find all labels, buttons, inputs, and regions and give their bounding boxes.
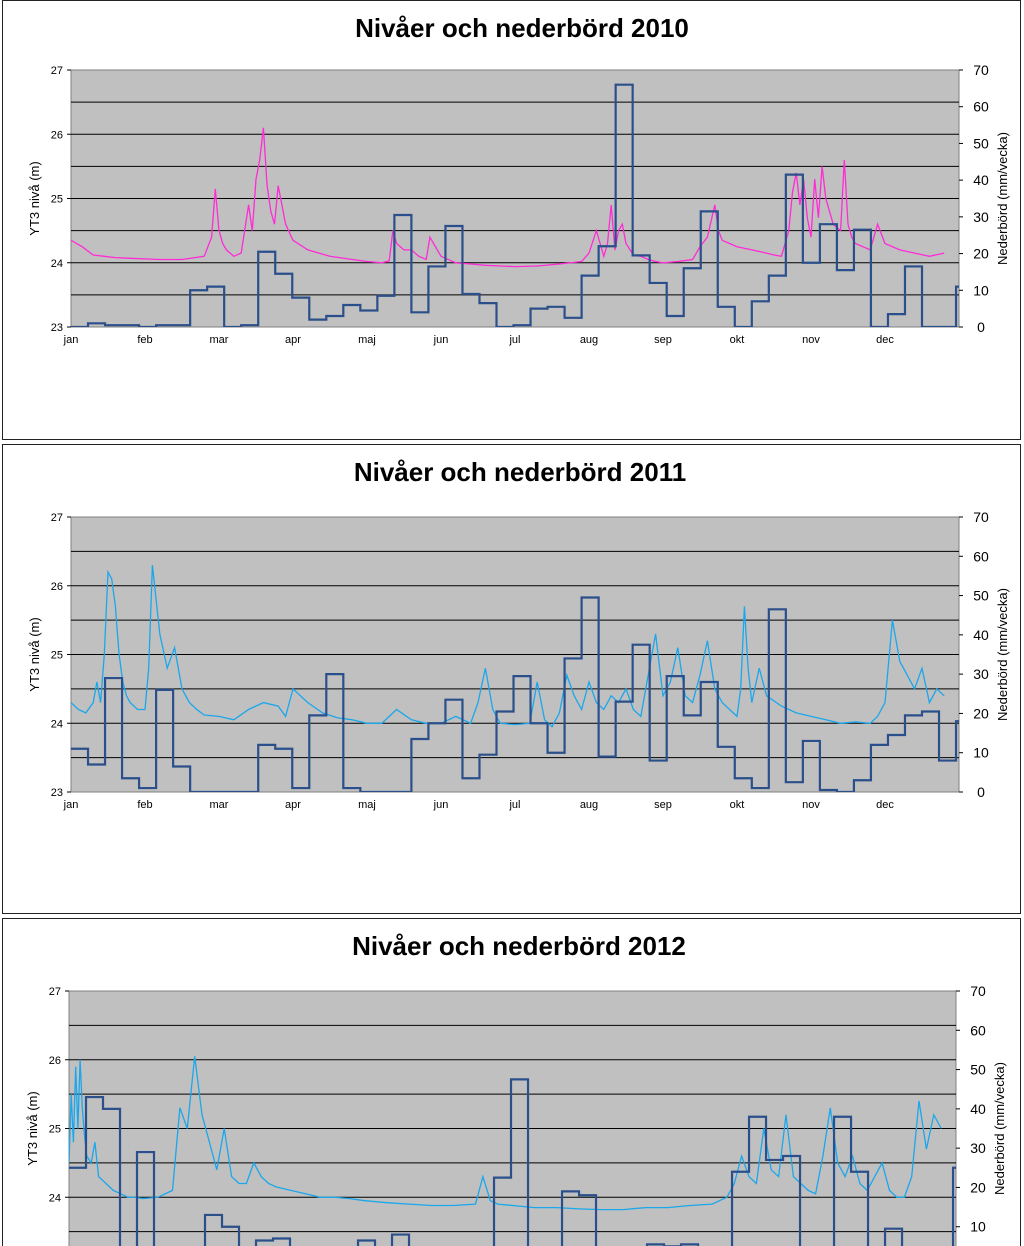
y2-tick-label: 70 xyxy=(970,983,986,999)
y2-tick-label: 60 xyxy=(970,1022,986,1038)
month-label: apr xyxy=(285,799,301,811)
plot-area xyxy=(68,990,957,1246)
y2-tick-label: 40 xyxy=(973,627,989,643)
month-label: mar xyxy=(210,334,229,346)
y2-tick-label: 0 xyxy=(977,784,985,800)
month-label: dec xyxy=(876,334,894,346)
month-label: dec xyxy=(876,799,894,811)
y2-axis-label: Nederbörd (mm/vecka) xyxy=(995,132,1010,265)
y2-tick-label: 10 xyxy=(973,282,989,298)
y-tick-label: 24 xyxy=(51,258,63,270)
chart-title: Nivåer och nederbörd 2010 xyxy=(355,13,689,43)
y2-tick-label: 20 xyxy=(973,705,989,721)
level-series xyxy=(71,127,945,268)
y-tick-label: 25 xyxy=(51,194,63,206)
y-tick-label: 26 xyxy=(51,129,63,141)
y-tick-label: 23 xyxy=(51,322,63,334)
y2-tick-label: 40 xyxy=(973,172,989,188)
y2-axis-label: Nederbörd (mm/vecka) xyxy=(995,588,1010,721)
month-label: feb xyxy=(137,799,152,811)
y2-tick-label: 20 xyxy=(973,246,989,262)
y-tick-label: 23 xyxy=(51,787,63,799)
y2-tick-label: 10 xyxy=(973,745,989,761)
y2-tick-label: 70 xyxy=(973,509,989,525)
y-tick-label: 27 xyxy=(51,65,63,77)
y-tick-label: 26 xyxy=(49,1055,61,1067)
month-label: maj xyxy=(358,799,376,811)
y-tick-label: 26 xyxy=(51,581,63,593)
month-label: jun xyxy=(433,799,449,811)
y-axis-label: YT3 nivå (m) xyxy=(27,161,42,235)
month-label: nov xyxy=(802,334,820,346)
chart-title: Nivåer och nederbörd 2011 xyxy=(354,457,686,487)
month-label: nov xyxy=(802,799,820,811)
y2-tick-label: 30 xyxy=(970,1140,986,1156)
month-label: jul xyxy=(508,334,520,346)
y-tick-label: 25 xyxy=(51,650,63,662)
month-label: jun xyxy=(433,334,449,346)
y-axis-label: YT3 nivå (m) xyxy=(27,617,42,691)
y2-tick-label: 50 xyxy=(973,588,989,604)
y2-axis-label: Nederbörd (mm/vecka) xyxy=(992,1062,1007,1195)
chart-panel-2010: Nivåer och nederbörd 2010 23 24 25 26 27 0 10 20… xyxy=(2,0,1021,440)
month-label: sep xyxy=(654,334,672,346)
y2-tick-label: 30 xyxy=(973,666,989,682)
chart-2010: Nivåer och nederbörd 2010 23 24 25 26 27 0 10 20… xyxy=(27,13,1010,346)
y-tick-label: 24 xyxy=(49,1192,61,1204)
chart-panel-2011: Nivåer och nederbörd 2011 23 24 25 26 27 0 10 20… xyxy=(2,444,1021,914)
month-label: jan xyxy=(63,799,79,811)
y2-tick-label: 40 xyxy=(970,1101,986,1117)
month-label: feb xyxy=(137,334,152,346)
month-label: jan xyxy=(63,334,79,346)
month-label: maj xyxy=(358,334,376,346)
y2-tick-label: 20 xyxy=(970,1179,986,1195)
y-tick-label: 27 xyxy=(51,512,63,524)
month-label: okt xyxy=(730,799,745,811)
y2-tick-label: 50 xyxy=(970,1062,986,1078)
precipitation-series xyxy=(71,596,959,792)
y-axis-label: YT3 nivå (m) xyxy=(25,1091,40,1165)
chart-title: Nivåer och nederbörd 2012 xyxy=(352,931,686,961)
month-label: aug xyxy=(580,799,598,811)
precipitation-series xyxy=(71,83,959,327)
month-label: sep xyxy=(654,799,672,811)
y2-tick-label: 10 xyxy=(970,1219,986,1235)
precipitation-series xyxy=(69,1078,956,1246)
y2-tick-label: 0 xyxy=(977,319,985,335)
month-label: mar xyxy=(210,799,229,811)
chart-2012: Nivåer och nederbörd 2012 24 25 26 27 10 20 30 4… xyxy=(25,931,1007,1246)
level-series xyxy=(71,565,945,728)
month-label: aug xyxy=(580,334,598,346)
y2-tick-label: 60 xyxy=(973,99,989,115)
y-tick-label: 24 xyxy=(51,718,63,730)
y2-tick-label: 60 xyxy=(973,548,989,564)
y2-tick-label: 50 xyxy=(973,135,989,151)
y-tick-label: 27 xyxy=(49,986,61,998)
month-label: okt xyxy=(730,334,745,346)
chart-2011: Nivåer och nederbörd 2011 23 24 25 26 27 0 10 20… xyxy=(27,457,1010,811)
month-label: jul xyxy=(508,799,520,811)
month-label: apr xyxy=(285,334,301,346)
y2-tick-label: 30 xyxy=(973,209,989,225)
y-tick-label: 25 xyxy=(49,1124,61,1136)
y2-tick-label: 70 xyxy=(973,62,989,78)
chart-panel-2012: Nivåer och nederbörd 2012 24 25 26 27 10 20 30 4… xyxy=(2,918,1021,1246)
